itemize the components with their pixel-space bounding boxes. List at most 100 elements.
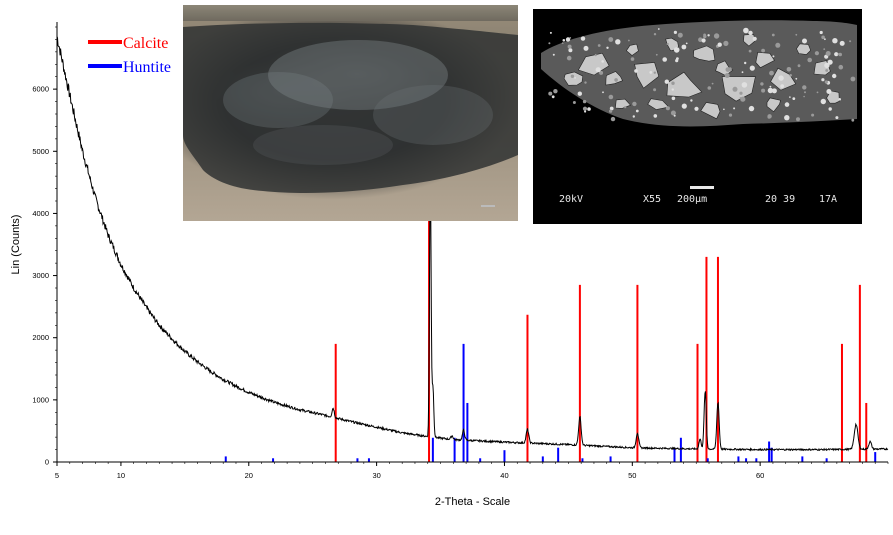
sem-particle [566,55,572,61]
sem-particle [580,36,586,41]
sem-particle [548,42,551,45]
sem-particle [703,33,706,37]
sem-particle [624,106,627,109]
sem-particle [739,91,743,95]
sem-particle [671,96,676,101]
sem-particle [771,88,777,94]
sem-particle [835,116,839,120]
sem-particle [655,53,658,56]
sem-particle [741,71,744,74]
x-tick-label-0: 5 [55,471,59,480]
sem-particle [657,28,660,30]
sem-particle [583,45,589,51]
sem-particle [814,51,819,56]
sem-voltage: 20kV [559,194,583,205]
sem-particle [761,88,766,93]
sem-particle [804,91,806,94]
sem-particle [850,76,856,82]
sem-particle [795,77,798,80]
x-axis-title: 2-Theta - Scale [435,496,510,508]
sem-particle [608,37,614,42]
sem-grains [548,27,856,122]
sem-particle [767,114,772,119]
sem-particle [649,71,653,74]
sem-particle [662,57,667,62]
sem-particle [792,97,796,100]
sem-particle [570,74,575,79]
sem-particle [567,44,572,49]
sem-particle [839,40,845,46]
optical-top-band [183,5,518,21]
sem-micrograph-inset: 20kV X55 200µm 20 39 17A [533,9,862,224]
sem-particle [666,42,669,46]
sem-particle [569,37,572,39]
sem-particle [769,85,772,88]
sem-particle [628,39,630,42]
sem-code: 20 39 [765,194,795,205]
sem-particle [780,84,785,88]
sem-particle [825,69,829,72]
sem-particle [825,51,831,56]
sem-particle [832,38,838,44]
sem-suffix: 17A [819,194,837,205]
sem-particle [552,53,555,56]
sem-grain [647,98,670,110]
sem-particle [690,99,693,102]
sem-particle [584,110,587,113]
x-tick-label-6: 60 [756,471,764,480]
sem-grain [743,33,756,47]
y-tick-label-2: 2000 [32,333,49,342]
sem-particle [838,98,841,101]
y-tick-label-0: 0 [45,458,49,467]
sem-particle [837,53,840,56]
sem-particle [635,109,639,113]
sem-particle [816,91,819,94]
sem-particle [549,31,552,34]
sem-grain [626,43,639,56]
y-tick-label-4: 4000 [32,209,49,218]
y-tick-label-6: 6000 [32,85,49,94]
sem-particle [713,33,720,39]
sem-particle [717,42,722,47]
sem-particle [681,103,687,109]
sem-particle [786,67,792,72]
sem-particle [685,42,688,45]
sem-particle [653,114,658,118]
sem-particle [632,115,635,118]
sem-particle [599,70,604,75]
sem-particle [807,57,812,63]
sem-particle [597,44,601,47]
sem-particle [849,40,852,43]
sem-particle [724,73,730,78]
sem-particle [673,47,680,53]
sem-scale-bar [690,186,714,189]
sem-particle [748,49,752,53]
sem-particle [832,73,837,79]
sem-particle [577,91,582,96]
sem-particle [584,81,587,84]
sem-particle [775,42,781,48]
sem-particle [821,78,825,82]
sem-grain [796,43,812,55]
sem-particle [851,118,855,122]
sem-particle [752,36,757,41]
sem-particle [711,82,714,85]
sem-grain [700,102,721,120]
sem-particle [561,42,564,44]
sem-particle [694,106,699,111]
sem-particle [671,88,674,91]
sem-image: 20kV X55 200µm 20 39 17A [541,20,857,205]
sem-particle [610,116,616,122]
x-tick-label-3: 30 [372,471,380,480]
sem-grain [721,76,756,102]
sem-particle [653,71,656,74]
legend-label-calcite: Calcite [123,35,168,52]
sem-particle [749,65,755,71]
sem-particle [565,37,571,42]
sem-particle [771,33,775,37]
sem-particle [670,110,676,116]
sem-particle [634,69,638,73]
sem-particle [707,34,710,37]
sem-particle [614,78,618,82]
sem-particle [582,106,588,111]
